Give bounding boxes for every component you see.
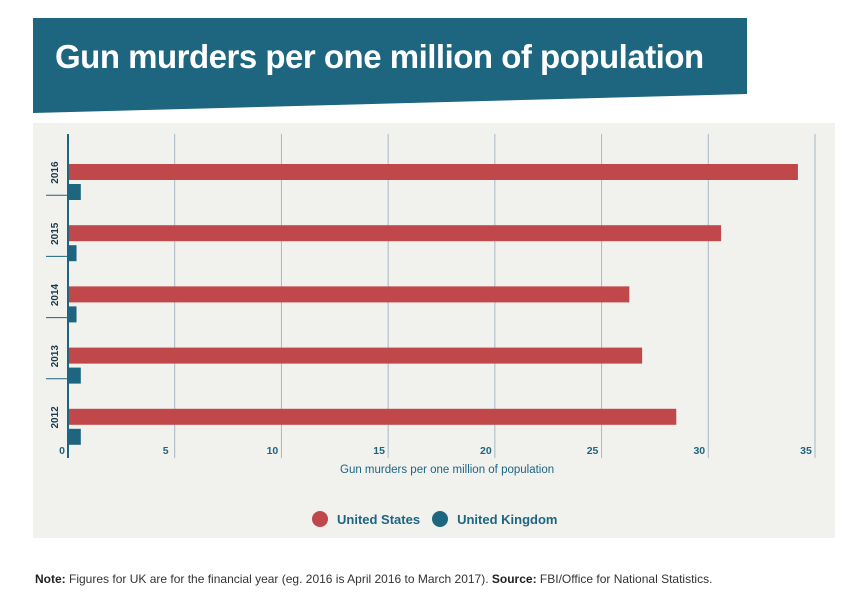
chart-panel [33, 123, 835, 538]
legend-uk-swatch [432, 511, 449, 527]
legend: United States United Kingdom [312, 510, 569, 528]
bar-us-2016 [68, 164, 798, 180]
category-label-2013: 2013 [50, 345, 61, 368]
title-banner: Gun murders per one million of populatio… [33, 18, 747, 113]
bar-us-2015 [68, 225, 722, 242]
bar-uk-2014 [68, 306, 77, 323]
x-tick-label: 0 [59, 445, 65, 457]
x-tick-label: 30 [693, 445, 705, 457]
legend-us-label: United States [337, 511, 421, 527]
bar-uk-2013 [68, 367, 81, 384]
x-tick-label: 20 [480, 445, 492, 457]
chart-title: Gun murders per one million of populatio… [55, 38, 704, 75]
legend-us-swatch [312, 511, 328, 527]
category-label-2015: 2015 [50, 222, 61, 245]
bar-us-2013 [68, 347, 643, 364]
legend-uk-label: United Kingdom [457, 511, 558, 527]
source-label: Source: [491, 572, 537, 586]
footnote: Note: Figures for UK are for the financi… [35, 572, 712, 586]
x-tick-label: 10 [267, 445, 279, 457]
source-text: FBI/Office for National Statistics. [536, 572, 713, 586]
x-tick-label: 15 [373, 445, 385, 457]
category-label-2016: 2016 [50, 161, 61, 184]
x-tick-label: 5 [163, 445, 169, 457]
category-label-2012: 2012 [50, 406, 61, 429]
bar-uk-2015 [68, 245, 77, 262]
bar-uk-2016 [68, 184, 81, 200]
note-text: Figures for UK are for the financial yea… [65, 572, 492, 586]
note-label: Note: [35, 572, 66, 586]
x-tick-label: 35 [800, 445, 812, 457]
x-tick-label: 25 [587, 445, 599, 457]
x-axis-title: Gun murders per one million of populatio… [340, 464, 555, 476]
bar-us-2014 [68, 286, 630, 303]
bar-us-2012 [68, 408, 677, 425]
category-label-2014: 2014 [50, 283, 61, 306]
bar-uk-2012 [68, 428, 81, 445]
